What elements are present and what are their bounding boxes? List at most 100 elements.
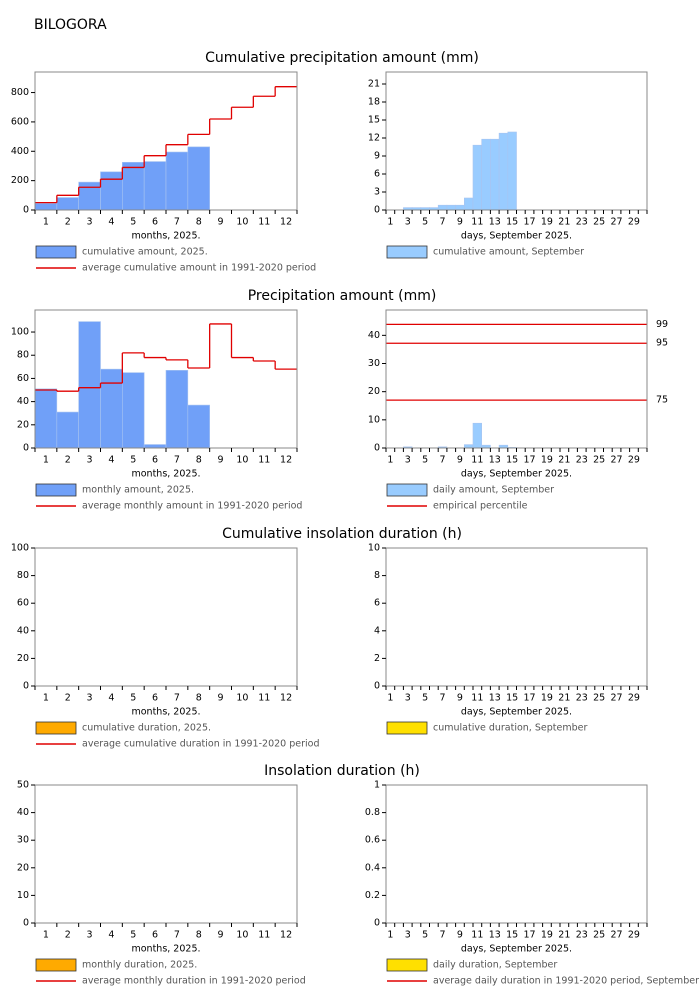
x-tick-label: 9 — [457, 217, 463, 228]
y-tick-label: 0.6 — [365, 835, 380, 846]
x-tick-label: 4 — [108, 455, 114, 466]
x-tick-label: 9 — [218, 217, 224, 228]
x-tick-label: 19 — [541, 930, 553, 941]
y-tick-label: 6 — [374, 169, 380, 180]
x-tick-label: 1 — [387, 217, 393, 228]
x-tick-label: 15 — [506, 455, 518, 466]
x-tick-label: 6 — [152, 930, 158, 941]
x-tick-label: 11 — [258, 693, 270, 704]
bar — [498, 132, 509, 211]
x-tick-label: 27 — [611, 930, 623, 941]
legend-swatch — [386, 958, 428, 972]
section-title: Cumulative insolation duration (h) — [222, 526, 462, 542]
section-title: Insolation duration (h) — [264, 763, 420, 779]
bar — [437, 204, 448, 211]
y-tick-label: 80 — [17, 570, 29, 581]
x-tick-label: 23 — [576, 693, 588, 704]
y-tick-label: 4 — [374, 625, 380, 636]
bar — [34, 203, 58, 211]
y-tick-label: 60 — [17, 598, 29, 609]
y-tick-label: 18 — [368, 97, 380, 108]
x-tick-label: 7 — [440, 217, 446, 228]
y-tick-label: 6 — [374, 598, 380, 609]
x-tick-label: 13 — [489, 930, 501, 941]
x-tick-label: 4 — [108, 930, 114, 941]
x-tick-label: 2 — [65, 455, 71, 466]
bar — [78, 181, 101, 211]
y-tick-label: 0 — [374, 443, 380, 454]
x-tick-label: 9 — [457, 693, 463, 704]
x-tick-label: 8 — [196, 693, 202, 704]
x-tick-label: 3 — [405, 455, 411, 466]
legend-label: monthly amount, 2025. — [82, 485, 194, 496]
x-tick-label: 29 — [628, 455, 640, 466]
legend-label: average cumulative amount in 1991-2020 p… — [82, 263, 316, 274]
plot-frame — [34, 547, 298, 687]
bar — [34, 388, 58, 449]
y-tick-label: 1 — [374, 780, 380, 791]
bar — [187, 404, 210, 449]
x-tick-label: 9 — [218, 455, 224, 466]
x-tick-label: 21 — [558, 693, 570, 704]
x-axis-label: months, 2025. — [131, 944, 200, 955]
y-tick-label: 100 — [11, 543, 29, 554]
x-axis-label: days, September 2025. — [461, 944, 572, 955]
bar — [463, 444, 474, 449]
y-tick-label: 10 — [17, 890, 29, 901]
y-tick-label: 2 — [374, 653, 380, 664]
x-tick-label: 2 — [65, 693, 71, 704]
x-tick-label: 17 — [524, 693, 536, 704]
x-tick-label: 9 — [218, 930, 224, 941]
x-tick-label: 7 — [174, 693, 180, 704]
y-tick-label: 0 — [374, 205, 380, 216]
x-tick-label: 6 — [152, 217, 158, 228]
x-tick-label: 5 — [422, 455, 428, 466]
legend-swatch — [386, 721, 428, 735]
y-tick-label: 0.4 — [365, 862, 380, 873]
plot-frame — [385, 784, 648, 924]
x-tick-label: 17 — [524, 455, 536, 466]
x-tick-label: 29 — [628, 693, 640, 704]
plot-frame — [385, 309, 648, 449]
legend-label: monthly duration, 2025. — [82, 960, 197, 971]
x-axis-label: months, 2025. — [131, 469, 200, 480]
x-tick-label: 12 — [280, 930, 292, 941]
x-tick-label: 11 — [258, 455, 270, 466]
bar — [100, 368, 123, 449]
x-axis-label: days, September 2025. — [461, 231, 572, 242]
legend-swatch — [35, 958, 77, 972]
x-tick-label: 1 — [43, 693, 49, 704]
x-tick-label: 13 — [489, 693, 501, 704]
x-tick-label: 7 — [174, 455, 180, 466]
x-axis-label: days, September 2025. — [461, 707, 572, 718]
x-tick-label: 7 — [174, 217, 180, 228]
y-tick-label: 40 — [368, 330, 380, 341]
y-tick-label: 0 — [23, 918, 29, 929]
bar — [481, 138, 491, 211]
x-tick-label: 1 — [43, 217, 49, 228]
bar — [490, 138, 500, 211]
x-tick-label: 3 — [87, 693, 93, 704]
x-tick-label: 1 — [387, 930, 393, 941]
x-tick-label: 8 — [196, 930, 202, 941]
x-tick-label: 1 — [43, 455, 49, 466]
bar — [187, 146, 210, 211]
y-tick-label: 0.8 — [365, 807, 380, 818]
x-tick-label: 1 — [387, 455, 393, 466]
y-tick-label: 0.2 — [365, 890, 380, 901]
x-tick-label: 2 — [65, 930, 71, 941]
x-tick-label: 12 — [280, 217, 292, 228]
y-tick-label: 200 — [11, 175, 29, 186]
x-tick-label: 6 — [152, 455, 158, 466]
x-axis-label: days, September 2025. — [461, 469, 572, 480]
x-tick-label: 5 — [422, 693, 428, 704]
bar — [446, 204, 456, 211]
x-tick-label: 11 — [471, 693, 483, 704]
bar — [507, 131, 517, 211]
x-tick-label: 3 — [87, 930, 93, 941]
y-tick-label: 9 — [374, 151, 380, 162]
y-tick-label: 40 — [17, 625, 29, 636]
legend-swatch — [35, 483, 77, 497]
y-tick-label: 12 — [368, 133, 380, 144]
y-tick-label: 21 — [368, 79, 380, 90]
